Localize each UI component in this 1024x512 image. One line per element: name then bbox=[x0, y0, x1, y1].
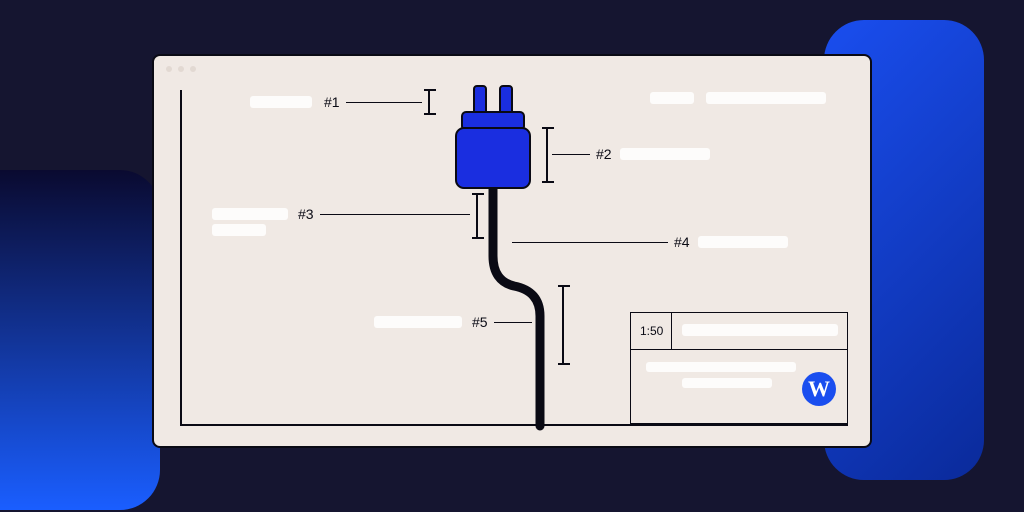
callout-placeholder-c2-0 bbox=[620, 148, 710, 160]
callout-leader-c1 bbox=[346, 102, 422, 103]
diagram-content: #1 #2 #3 #4 #5 1:50 W bbox=[154, 56, 870, 446]
info-placeholder-2 bbox=[682, 378, 772, 388]
header-placeholder-0 bbox=[650, 92, 694, 104]
callout-placeholder-c1-0 bbox=[250, 96, 312, 108]
callout-placeholder-c3-0 bbox=[212, 208, 288, 220]
callout-label-c1: #1 bbox=[324, 94, 340, 110]
callout-leader-c4 bbox=[512, 242, 668, 243]
callout-label-c2: #2 bbox=[596, 146, 612, 162]
callout-placeholder-c5-0 bbox=[374, 316, 462, 328]
callout-bracket-c2 bbox=[546, 128, 548, 182]
diagram-window: #1 #2 #3 #4 #5 1:50 W bbox=[152, 54, 872, 448]
info-placeholder-1 bbox=[646, 362, 796, 372]
callout-leader-c3 bbox=[320, 214, 470, 215]
callout-bracket-c5 bbox=[562, 286, 564, 364]
header-placeholder-1 bbox=[706, 92, 826, 104]
callout-leader-c2 bbox=[552, 154, 590, 155]
callout-placeholder-c4-0 bbox=[698, 236, 788, 248]
wordpress-logo-icon: W bbox=[802, 372, 836, 406]
callout-label-c4: #4 bbox=[674, 234, 690, 250]
decorative-gradient-left bbox=[0, 170, 160, 510]
callout-label-c5: #5 bbox=[472, 314, 488, 330]
callout-label-c3: #3 bbox=[298, 206, 314, 222]
callout-bracket-c1 bbox=[428, 90, 430, 114]
callout-leader-c5 bbox=[494, 322, 532, 323]
info-placeholder-0 bbox=[682, 324, 838, 336]
callout-placeholder-c3-1 bbox=[212, 224, 266, 236]
info-ratio: 1:50 bbox=[640, 324, 663, 338]
callout-bracket-c3 bbox=[476, 194, 478, 238]
